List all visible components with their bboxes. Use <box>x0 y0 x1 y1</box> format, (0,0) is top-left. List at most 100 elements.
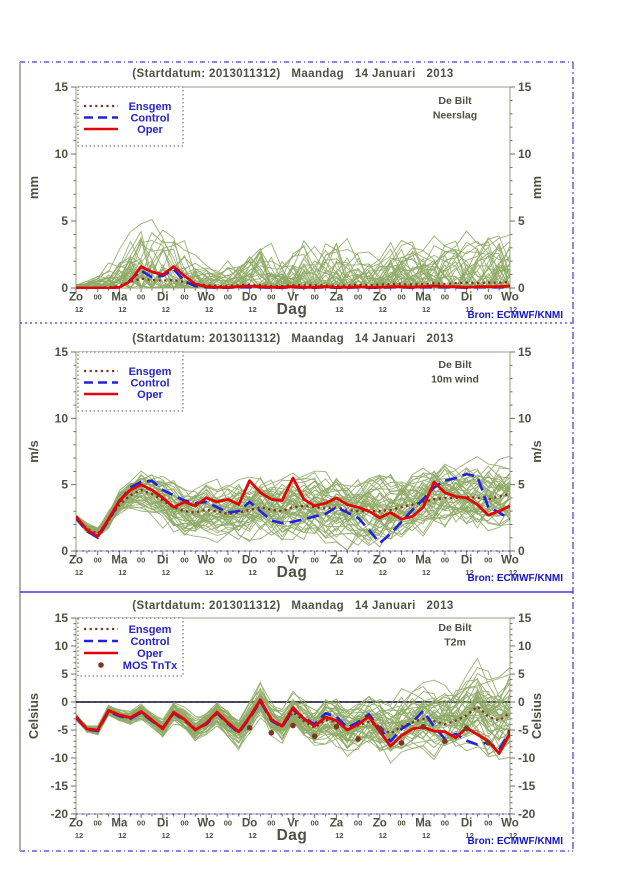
x-midnight-label: 00 <box>397 556 405 565</box>
legend-label-oper: Oper <box>137 389 163 401</box>
x-noon-label: 12 <box>118 831 126 840</box>
panel-3-t2m: (Startdatum: 2013011312) Maandag 14 Janu… <box>26 600 563 847</box>
ensemble-member-line <box>76 694 510 734</box>
y-axis-title-left: Celsius <box>26 693 41 739</box>
x-day-label: Wo <box>501 818 519 830</box>
panel-title: (Startdatum: 2013011312) Maandag 14 Janu… <box>132 333 453 345</box>
x-day-label: Di <box>461 555 473 567</box>
x-midnight-label: 00 <box>224 293 232 302</box>
x-noon-label: 12 <box>205 305 213 314</box>
x-midnight-label: 00 <box>94 556 102 565</box>
y-axis-title-left: m/s <box>26 440 41 462</box>
x-noon-label: 12 <box>162 305 170 314</box>
y-tick-label-right: 10 <box>518 147 532 161</box>
x-day-label: Vr <box>287 292 299 304</box>
ensemble-member-line <box>76 239 510 289</box>
y-axis-title-right: Celsius <box>529 693 544 739</box>
x-midnight-label: 00 <box>354 293 362 302</box>
x-midnight-label: 00 <box>441 293 449 302</box>
x-noon-label: 12 <box>205 568 213 577</box>
ensemble-member-line <box>76 481 510 535</box>
x-midnight-label: 00 <box>224 819 232 828</box>
x-midnight-label: 00 <box>180 293 188 302</box>
y-tick-label-left: 15 <box>55 611 69 625</box>
x-midnight-label: 00 <box>354 819 362 828</box>
legend-label-control: Control <box>130 378 169 390</box>
x-day-label: Zo <box>373 555 387 567</box>
y-tick-label-right: 15 <box>518 80 532 94</box>
x-day-label: Wo <box>197 555 215 567</box>
x-midnight-label: 00 <box>137 293 145 302</box>
y-tick-label-left: 0 <box>61 281 68 295</box>
x-day-label: Zo <box>69 292 83 304</box>
x-noon-label: 12 <box>118 568 126 577</box>
panel-title: (Startdatum: 2013011312) Maandag 14 Janu… <box>132 600 453 612</box>
x-day-label: Vr <box>287 555 299 567</box>
mos-tntx-dot <box>463 725 470 732</box>
mos-tntx-dot <box>246 724 253 731</box>
y-tick-label-right: 10 <box>518 639 532 653</box>
ensemble-member-line <box>76 467 510 533</box>
x-day-label: Zo <box>373 292 387 304</box>
series-group <box>76 455 510 551</box>
mos-tntx-dot <box>333 723 340 730</box>
source-credit: Bron: ECMWF/KNMI <box>467 573 563 584</box>
y-tick-label-left: 5 <box>61 667 68 681</box>
ensemble-member-line <box>76 493 510 538</box>
mos-tntx-dot <box>268 730 275 736</box>
x-noon-label: 12 <box>75 305 83 314</box>
mos-tntx-dot <box>442 738 448 744</box>
x-noon-label: 12 <box>379 568 387 577</box>
y-tick-label-right: 10 <box>518 411 532 425</box>
variable-label: 10m wind <box>431 374 479 386</box>
x-midnight-label: 00 <box>397 819 405 828</box>
x-midnight-label: 00 <box>484 556 492 565</box>
y-tick-label-right: 15 <box>518 345 532 359</box>
legend-label-oper: Oper <box>137 124 163 136</box>
x-noon-label: 12 <box>422 305 430 314</box>
y-tick-label-right: 5 <box>518 478 525 492</box>
y-tick-label-left: -15 <box>51 779 69 793</box>
x-midnight-label: 00 <box>94 293 102 302</box>
x-midnight-label: 00 <box>484 819 492 828</box>
x-day-label: Vr <box>287 818 299 830</box>
ensemble-member-line <box>76 230 510 289</box>
x-day-label: Ma <box>415 292 432 304</box>
legend-box <box>77 617 184 677</box>
x-axis-title: Dag <box>277 564 308 581</box>
x-noon-label: 12 <box>422 831 430 840</box>
panel-title: (Startdatum: 2013011312) Maandag 14 Janu… <box>132 68 453 80</box>
y-tick-label-right: 15 <box>518 611 532 625</box>
y-tick-label-right: 0 <box>518 544 525 558</box>
ensemble-member-line <box>76 688 510 729</box>
x-midnight-label: 00 <box>441 819 449 828</box>
oper-line <box>76 265 510 289</box>
x-day-label: Do <box>242 555 257 567</box>
x-axis-title: Dag <box>277 301 308 318</box>
y-tick-label-left: 10 <box>55 147 69 161</box>
y-tick-label-right: -10 <box>518 751 536 765</box>
x-day-label: Wo <box>197 292 215 304</box>
x-noon-label: 12 <box>205 831 213 840</box>
y-tick-label-left: -10 <box>51 751 69 765</box>
legend-box <box>77 86 184 147</box>
panel-2-10m-wind: (Startdatum: 2013011312) Maandag 14 Janu… <box>26 333 563 584</box>
ensemble-member-line <box>76 709 510 764</box>
variable-label: Neerslag <box>433 110 477 122</box>
x-midnight-label: 00 <box>484 293 492 302</box>
x-midnight-label: 00 <box>267 819 275 828</box>
station-label: De Bilt <box>438 622 472 634</box>
x-midnight-label: 00 <box>137 819 145 828</box>
ensemble-member-line <box>76 486 510 534</box>
x-noon-label: 12 <box>248 305 256 314</box>
x-noon-label: 12 <box>509 568 517 577</box>
x-day-label: Wo <box>501 292 519 304</box>
x-day-label: Ma <box>111 292 128 304</box>
x-noon-label: 12 <box>379 831 387 840</box>
x-noon-label: 12 <box>465 831 473 840</box>
legend-label-ensgem: Ensgem <box>129 101 172 113</box>
y-axis-title-left: mm <box>26 176 41 199</box>
